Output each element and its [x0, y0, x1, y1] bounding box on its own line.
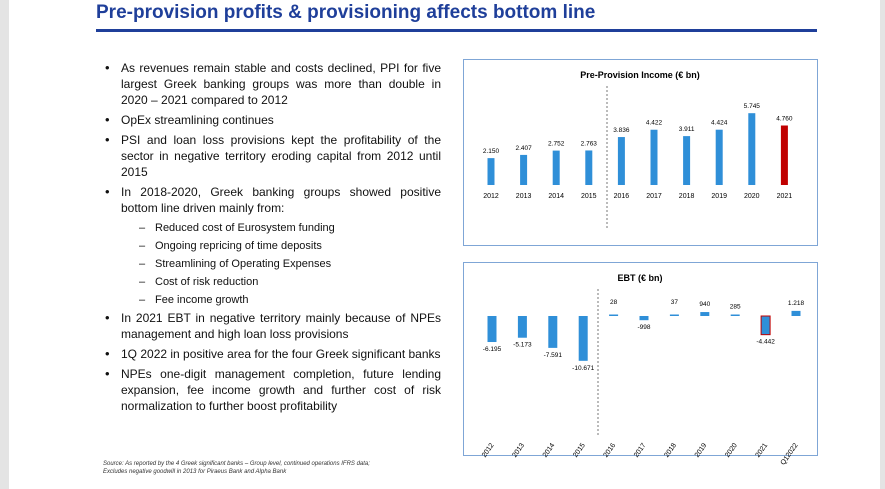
- source-line-2: Excludes negative goodwill in 2013 for P…: [103, 469, 287, 475]
- x-tick-label: 2015: [572, 442, 587, 459]
- x-tick-label: Q12022: [780, 442, 800, 467]
- bar: [780, 125, 788, 185]
- bar: [650, 129, 658, 185]
- left-margin-bar: [0, 0, 9, 489]
- bullet-item: In 2021 EBT in negative territory mainly…: [103, 310, 441, 342]
- x-tick-label: 2013: [516, 193, 532, 200]
- title-underline: [96, 29, 817, 32]
- bar: [760, 315, 771, 336]
- x-tick-label: 2018: [679, 193, 695, 200]
- data-label: 2.763: [581, 140, 598, 147]
- data-label: 28: [610, 299, 618, 306]
- sub-bullet-item: Reduced cost of Eurosystem funding: [103, 220, 441, 236]
- source-note: Source: As reported by the 4 Greek signi…: [103, 460, 463, 476]
- bar: [700, 312, 710, 316]
- x-tick-label: 2013: [511, 442, 526, 459]
- chart-title: EBT (€ bn): [618, 273, 663, 283]
- slide-title: Pre-provision profits & provisioning aff…: [96, 2, 596, 23]
- data-label: 4.760: [776, 116, 793, 123]
- data-label: -4.442: [756, 339, 775, 346]
- x-tick-label: 2020: [744, 193, 760, 200]
- bullet-item: As revenues remain stable and costs decl…: [103, 60, 441, 108]
- bar: [617, 137, 625, 185]
- ebt-chart-panel: EBT (€ bn) -6.195 2012 -5.173 2013 -7.591 2014…: [463, 262, 818, 467]
- bar: [487, 158, 495, 185]
- bar: [517, 316, 527, 338]
- x-tick-label: 2021: [755, 442, 770, 459]
- bullet-items: As revenues remain stable and costs decl…: [103, 60, 441, 414]
- x-tick-label: 2014: [542, 442, 557, 459]
- data-label: 4.424: [711, 120, 728, 127]
- bar: [791, 310, 801, 316]
- data-label: 3.911: [679, 126, 695, 133]
- ppi-chart: Pre-Provision Income (€ bn) 2.150 2012 2.40…: [483, 70, 793, 228]
- x-tick-label: 2012: [481, 442, 496, 459]
- x-tick-label: 2020: [724, 442, 739, 459]
- data-label: 4.422: [646, 120, 663, 127]
- right-margin-bar: [880, 0, 885, 489]
- sub-bullet-item: Cost of risk reduction: [103, 274, 441, 290]
- x-tick-label: 2018: [663, 442, 678, 459]
- source-line-1: Source: As reported by the 4 Greek signi…: [103, 461, 370, 467]
- bar: [552, 150, 560, 185]
- ppi-chart-panel: Pre-Provision Income (€ bn) 2.150 2012 2.40…: [463, 59, 818, 246]
- data-label: 285: [730, 304, 741, 311]
- sub-bullet-item: Ongoing repricing of time deposits: [103, 238, 441, 254]
- data-label: 1.218: [788, 300, 805, 307]
- data-label: 2.407: [515, 145, 532, 152]
- x-tick-label: 2019: [694, 442, 709, 459]
- bar: [578, 316, 588, 361]
- x-tick-label: 2016: [603, 442, 618, 459]
- data-label: -10.671: [572, 365, 594, 372]
- data-label: -7.591: [544, 352, 563, 359]
- x-tick-label: 2017: [646, 193, 662, 200]
- bar: [585, 150, 593, 185]
- bar: [730, 314, 740, 316]
- data-label: 2.752: [548, 141, 565, 148]
- data-label: 37: [671, 299, 679, 306]
- bullet-item: In 2018-2020, Greek banking groups showe…: [103, 184, 441, 216]
- bullet-item: NPEs one-digit management completion, fu…: [103, 366, 441, 414]
- bar: [520, 154, 528, 185]
- bar: [639, 316, 649, 321]
- bar: [683, 136, 691, 185]
- data-label: -998: [637, 324, 650, 331]
- ebt-chart: EBT (€ bn) -6.195 2012 -5.173 2013 -7.591 2014…: [481, 273, 805, 467]
- data-label: 940: [699, 301, 710, 308]
- data-label: 3.836: [613, 127, 630, 134]
- bullet-item: 1Q 2022 in positive area for the four Gr…: [103, 346, 441, 362]
- data-label: -6.195: [483, 346, 502, 353]
- bar: [548, 316, 558, 348]
- bullet-item: PSI and loan loss provisions kept the pr…: [103, 132, 441, 180]
- bullet-list: As revenues remain stable and costs decl…: [103, 60, 441, 418]
- x-tick-label: 2015: [581, 193, 597, 200]
- sub-bullet-item: Fee income growth: [103, 292, 441, 308]
- x-tick-label: 2014: [548, 193, 564, 200]
- data-label: 5.745: [744, 103, 761, 110]
- bar: [487, 316, 497, 343]
- x-tick-label: 2017: [633, 442, 648, 459]
- bullet-item: OpEx streamlining continues: [103, 112, 441, 128]
- chart-title: Pre-Provision Income (€ bn): [580, 70, 700, 80]
- bar: [748, 113, 756, 185]
- x-tick-label: 2021: [777, 193, 793, 200]
- bar: [609, 314, 619, 316]
- x-tick-label: 2016: [614, 193, 630, 200]
- data-label: 2.150: [483, 148, 500, 155]
- bar: [715, 129, 723, 185]
- x-tick-label: 2019: [711, 193, 727, 200]
- bar: [669, 314, 679, 316]
- x-tick-label: 2012: [483, 193, 499, 200]
- data-label: -5.173: [513, 342, 532, 349]
- sub-bullet-item: Streamlining of Operating Expenses: [103, 256, 441, 272]
